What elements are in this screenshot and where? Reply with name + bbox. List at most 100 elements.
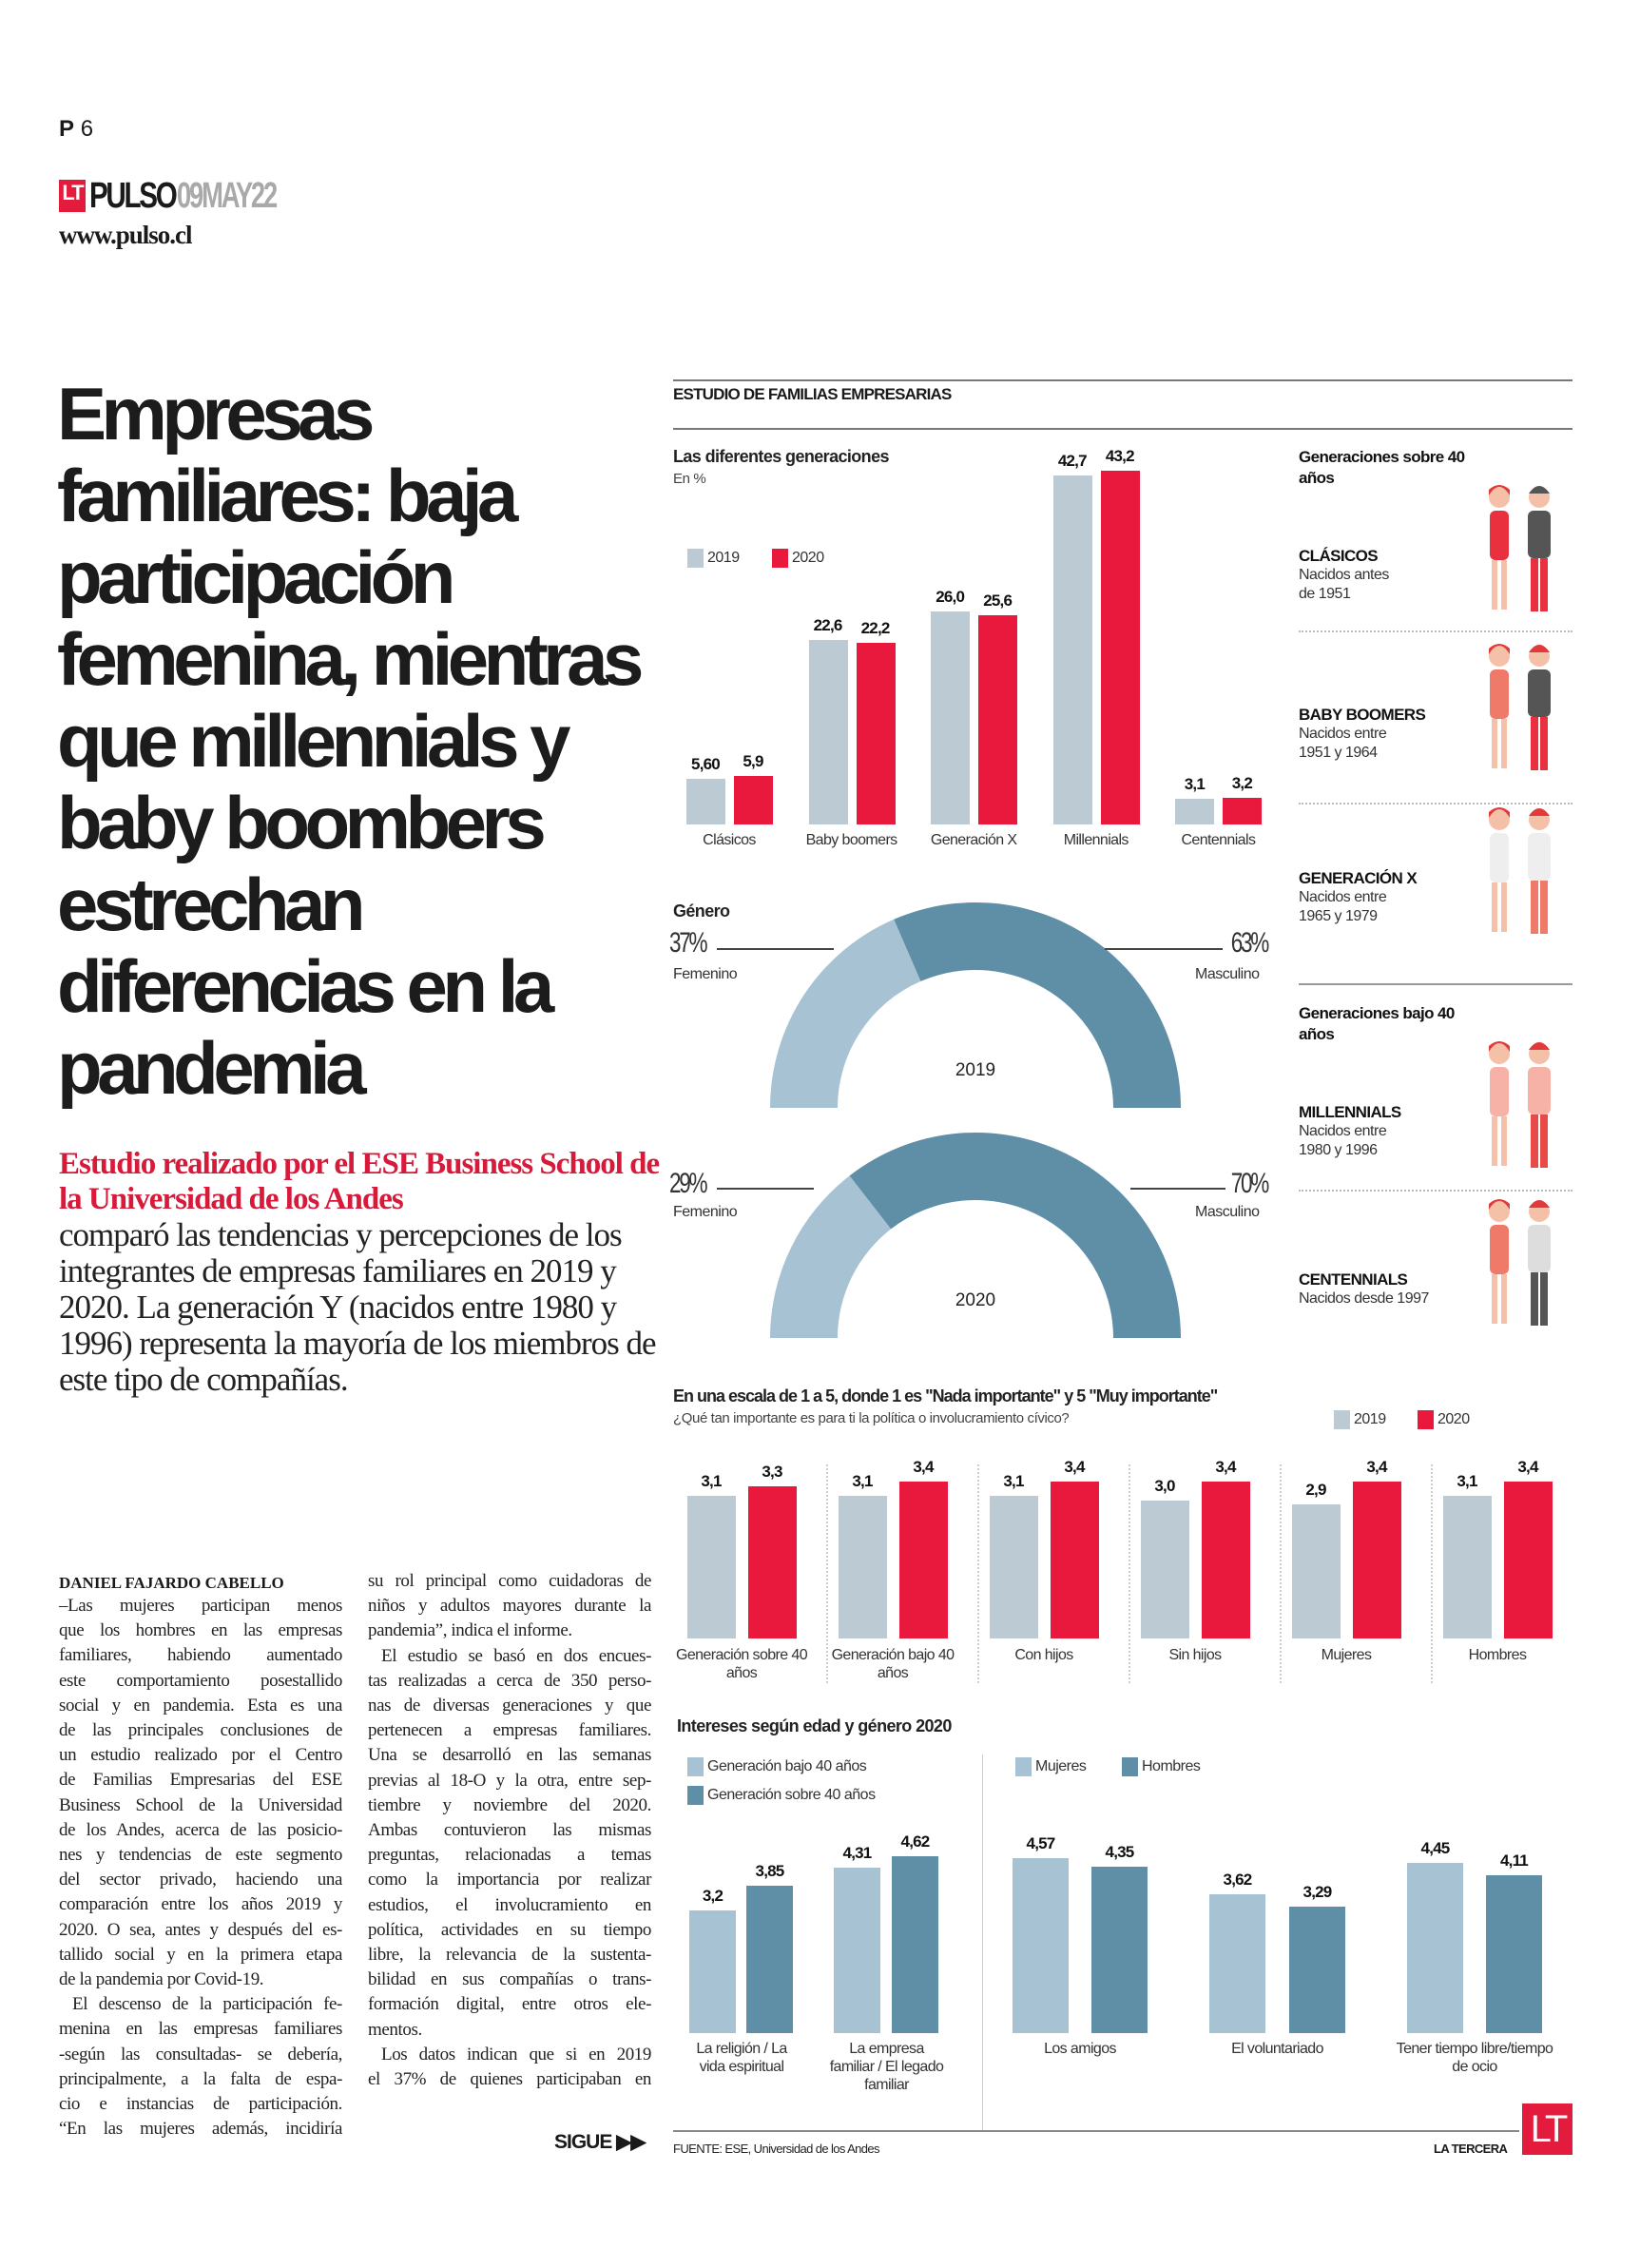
- legend-2020: 2020: [1418, 1410, 1470, 1429]
- category-label: El voluntariado: [1231, 2041, 1323, 2057]
- chart-divider: [982, 1754, 983, 2130]
- bar-2019: [1175, 799, 1215, 824]
- bar-Mujeres: [1209, 1894, 1265, 2033]
- generation-description: Nacidos entre: [1299, 1123, 1387, 1139]
- site-url[interactable]: www.pulso.cl: [59, 221, 193, 249]
- body-line: pertenecen a empresas familiares.: [368, 1720, 651, 1741]
- generation-description: Nacidos entre: [1299, 889, 1387, 905]
- legend-label: Generación bajo 40 años: [707, 1758, 867, 1774]
- over40-title: Generaciones sobre 40 años: [1299, 448, 1465, 487]
- bar-value-label: 3,4: [1366, 1458, 1387, 1477]
- body-line: de la pandemia por Covid-19.: [59, 1969, 264, 1990]
- legend-label: 2019: [707, 550, 740, 566]
- divider: [1299, 630, 1572, 632]
- bar-2020: [1100, 471, 1140, 824]
- couple-illustration-icon: [1489, 1041, 1551, 1168]
- label-femenino: Femenino: [673, 1204, 738, 1220]
- bar-Hombres: [1486, 1875, 1542, 2033]
- body-line: El descenso de la participación fe-: [72, 1994, 342, 2015]
- legend-2020: 2020: [772, 549, 824, 568]
- bar-2020: [978, 614, 1018, 824]
- page-prefix: P: [59, 116, 75, 142]
- deck-highlight: Estudio realizado por el ESE Business Sc…: [59, 1147, 660, 1216]
- body-column-1: –Las mujeres participan menos que los hom…: [59, 1594, 342, 2142]
- bar-2020: [899, 1482, 948, 1638]
- double-arrow-icon: ▶▶: [616, 2131, 646, 2153]
- bar-value-label: 22,6: [813, 615, 843, 634]
- body-line: este comportamiento posestallido: [59, 1670, 342, 1691]
- bar-value-label: 3,85: [755, 1861, 785, 1880]
- bar-value-label: 5,60: [691, 754, 721, 773]
- body-line: de Familias Empresarias del ESE: [59, 1770, 342, 1791]
- body-line: El estudio se basó en dos encues-: [381, 1645, 651, 1666]
- bar-value-label: 3,4: [1064, 1458, 1085, 1477]
- generation-name: BABY BOOMERS: [1299, 706, 1426, 724]
- bar-value-label: 3,1: [1184, 775, 1206, 794]
- continue-label: SIGUE: [554, 2131, 612, 2153]
- legend-label: 2020: [1437, 1411, 1470, 1427]
- bar-2020: [1202, 1482, 1250, 1638]
- category-label: Mujeres: [1321, 1647, 1372, 1663]
- donut-year-label: 2019: [955, 1060, 996, 1080]
- source-note: FUENTE: ESE, Universidad de los Andes: [673, 2142, 880, 2156]
- legend-hombres: Hombres: [1122, 1757, 1201, 1776]
- body-line: pandemia”, indica el informe.: [368, 1620, 572, 1641]
- masthead-logo: LT PULSO 09MAY22: [59, 176, 315, 216]
- bar-value-label: 3,62: [1223, 1871, 1253, 1890]
- group-separator: [1129, 1464, 1130, 1683]
- body-line: el 37% de quienes participaban en: [368, 2069, 651, 2090]
- couple-illustration-icon: [1489, 644, 1551, 770]
- legend-swatch-2019: [1334, 1410, 1350, 1429]
- legend-2019: 2019: [1334, 1410, 1386, 1429]
- bar-value-label: 5,9: [743, 752, 763, 771]
- body-line: preguntas, relacionadas a temas: [368, 1845, 651, 1866]
- pct-femenino: 37%: [669, 927, 708, 959]
- bar-value-label: 3,1: [1457, 1471, 1477, 1490]
- legend-swatch-dark: [687, 1786, 704, 1805]
- divider: [1299, 1190, 1572, 1192]
- generations-chart-title: Las diferentes generaciones: [673, 447, 890, 466]
- bar-value-label: 4,11: [1500, 1851, 1529, 1871]
- legend-under40: Generación bajo 40 años: [687, 1757, 867, 1776]
- bar-value-label: 4,62: [900, 1832, 931, 1851]
- body-column-2: su rol principal como cuidadoras de niños…: [368, 1569, 651, 2092]
- section-name: PULSO: [89, 175, 178, 216]
- bar-2019: [687, 1495, 736, 1638]
- legend-swatch-dark: [1122, 1757, 1138, 1776]
- leader-line: [717, 948, 834, 950]
- category-label: Sin hijos: [1168, 1647, 1222, 1663]
- bar-2020: [748, 1485, 797, 1638]
- legend-label: Hombres: [1142, 1758, 1201, 1774]
- generation-name: MILLENNIALS: [1299, 1103, 1401, 1121]
- group-separator: [1431, 1464, 1433, 1683]
- body-line: como la importancia por realizar: [368, 1870, 651, 1890]
- body-line: menina en las empresas familiares: [59, 2019, 342, 2040]
- generation-name: CENTENNIALS: [1299, 1270, 1408, 1289]
- legend-swatch-light: [1015, 1757, 1032, 1776]
- body-line: nes y tendencias de este segmento: [59, 1845, 342, 1866]
- body-line: cio e instancias de participación.: [59, 2094, 342, 2115]
- bar-value-label: 4,57: [1026, 1833, 1056, 1852]
- bar-Mujeres: [1013, 1857, 1069, 2033]
- body-line: Una se desarrolló en las semanas: [368, 1745, 651, 1766]
- category-label: Con hijos: [1014, 1647, 1073, 1663]
- legend-label: 2020: [792, 550, 824, 566]
- category-label: Hombres: [1468, 1647, 1527, 1663]
- legend-label: Generación sobre 40 años: [707, 1787, 876, 1803]
- bar-2019: [1052, 475, 1092, 824]
- body-line: Ambas contuvieron las mismas: [368, 1820, 651, 1841]
- body-line: -según las consultadas- se debería,: [59, 2044, 342, 2064]
- la-tercera-logo: LT: [1522, 2103, 1572, 2155]
- bar-value-label: 3,0: [1154, 1476, 1175, 1495]
- body-line: principalmente, a la falta de espa-: [59, 2068, 342, 2089]
- divider: [1299, 983, 1572, 985]
- body-line: “En las mujeres además, incidiría: [59, 2119, 342, 2140]
- continue-link[interactable]: SIGUE ▶▶: [554, 2130, 646, 2154]
- bar-value-label: 43,2: [1105, 447, 1135, 466]
- bar-value-label: 22,2: [860, 619, 891, 638]
- generation-description: 1965 y 1979: [1299, 908, 1378, 924]
- legend-swatch-2020: [1418, 1410, 1434, 1429]
- category-label: Baby boomers: [805, 832, 898, 848]
- group-separator: [1280, 1464, 1282, 1683]
- leader-line: [1130, 1188, 1225, 1190]
